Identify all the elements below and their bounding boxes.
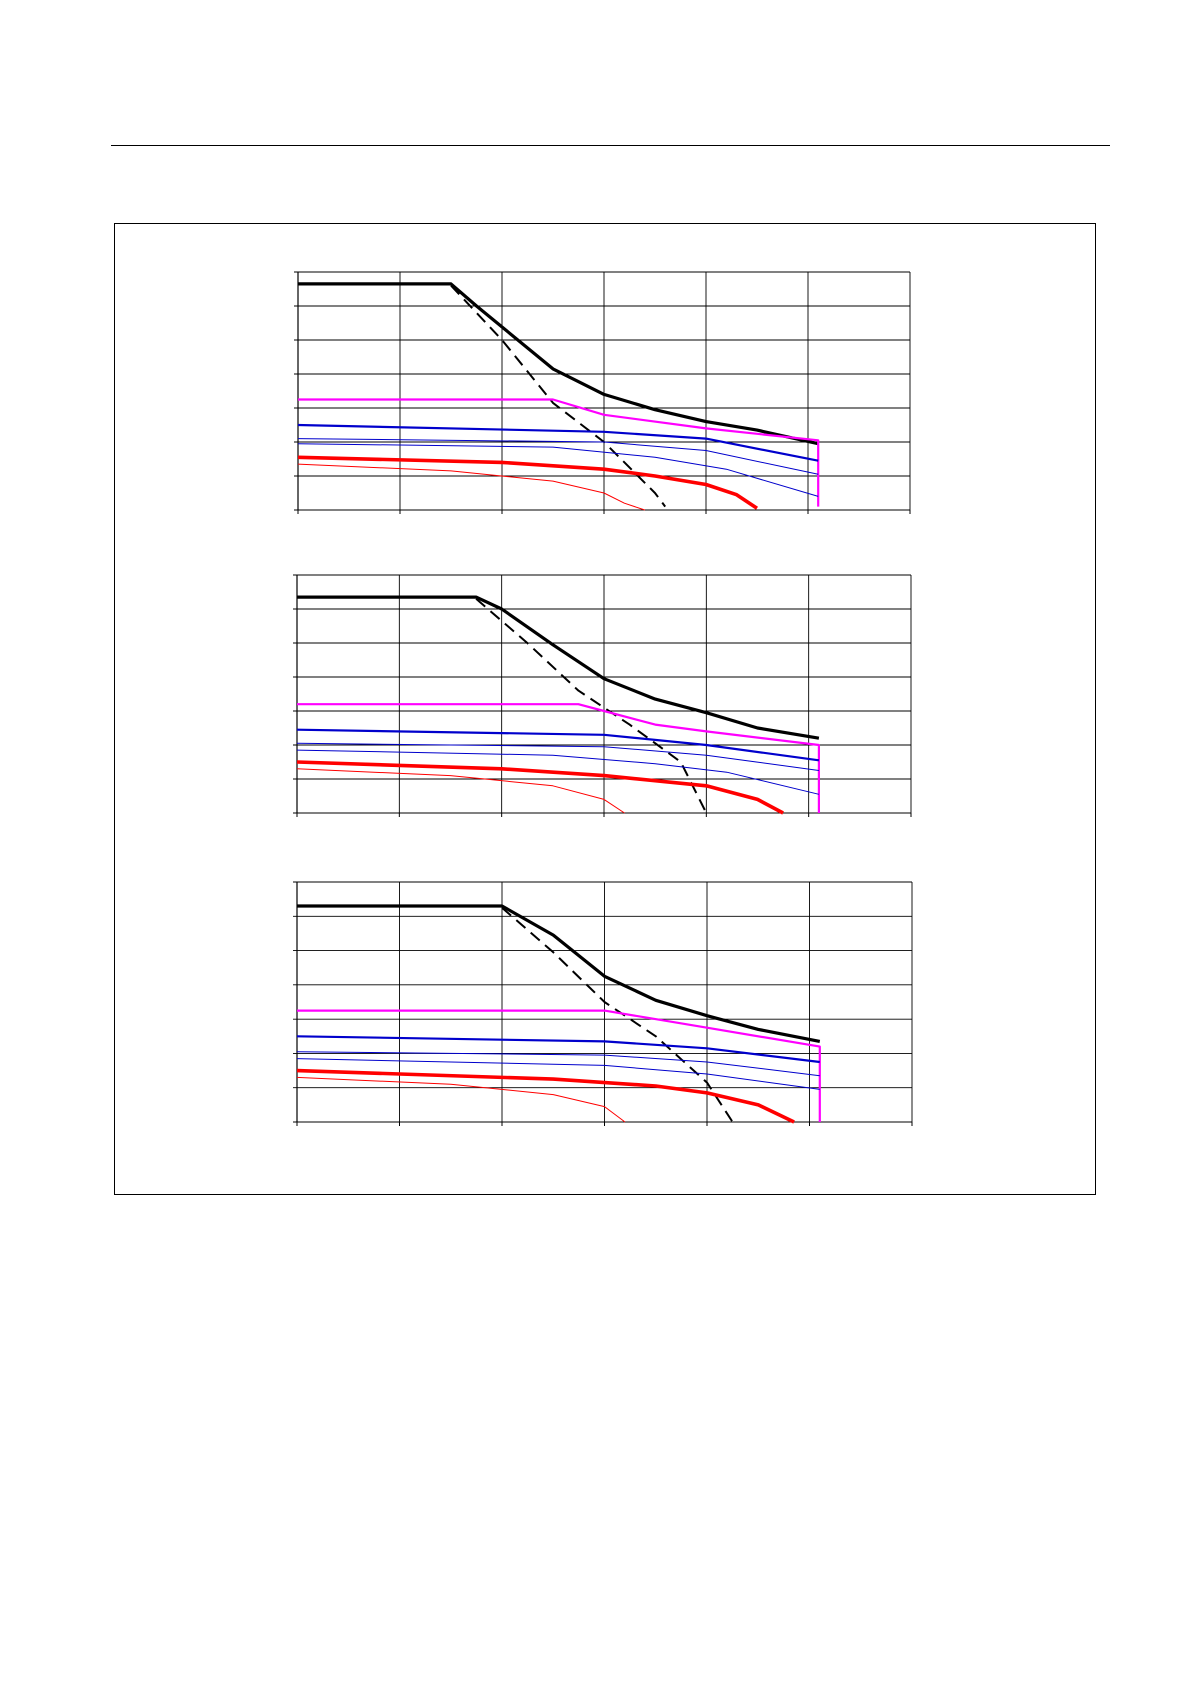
series-line-heavy-red (296, 760, 784, 815)
series-line-red-thin (296, 1076, 626, 1123)
series-line-blue-thin (297, 438, 819, 475)
header-rule (111, 145, 1110, 146)
series-line-heavy-black (297, 595, 820, 740)
series-line-magenta (297, 1009, 821, 1122)
series-line-heavy-red (296, 1068, 795, 1124)
series-line-heavy-black (297, 904, 821, 1043)
series-line-heavy-black (298, 282, 819, 446)
grid (294, 271, 911, 514)
chart-3 (293, 881, 913, 1126)
grid (293, 881, 913, 1126)
series-line-magenta (297, 703, 821, 813)
series-line-blue (296, 1035, 820, 1064)
series-line-red-thin (296, 768, 625, 814)
series-line-blue-thin (296, 742, 819, 771)
series-line-dashed-black (450, 284, 667, 508)
series-line-red-thin (297, 463, 645, 511)
series-line-dashed-black (501, 906, 734, 1123)
series-line-blue-thin (296, 749, 820, 795)
figure-frame (114, 223, 1096, 1195)
chart-2 (293, 574, 912, 817)
series-line-dashed-black (475, 598, 708, 814)
series-line-blue-thin (296, 1058, 820, 1090)
series-line-blue (297, 423, 819, 462)
series-line-blue (296, 728, 820, 762)
series-line-blue-thin (296, 1051, 820, 1077)
series-line-heavy-red (297, 455, 758, 510)
series-line-magenta (298, 398, 820, 507)
series-line-blue-thin (297, 443, 819, 497)
chart-1 (294, 271, 911, 514)
